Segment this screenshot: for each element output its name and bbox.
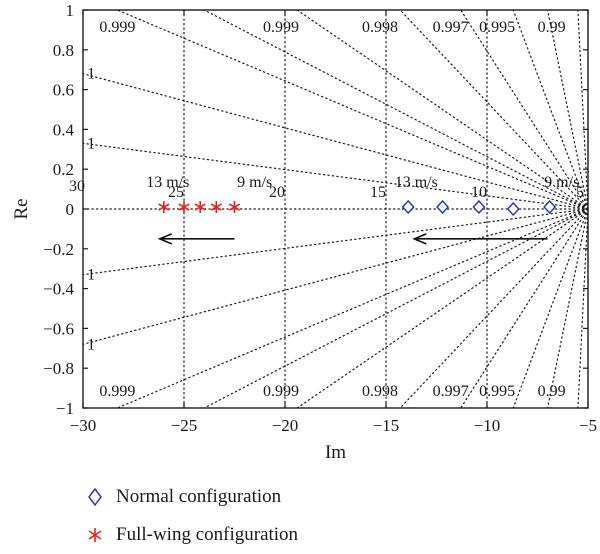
- asterisk-stroke: [228, 203, 241, 211]
- damping-label: 0.997: [433, 19, 469, 36]
- damping-label: 0.99: [538, 19, 566, 36]
- full-wing-config-point: [178, 201, 190, 214]
- grid-damping-line: [399, 208, 588, 408]
- text-layer: −30 −25 −20 −15 −10 −510.80.60.40.20−0.2−0.4−…: [11, 1, 597, 463]
- mark-layer: [157, 199, 557, 245]
- grid-damping-line: [460, 10, 588, 210]
- y-tick-label: 0.4: [53, 120, 75, 139]
- full-wing-config-point: [194, 201, 206, 214]
- normal-config-point: [472, 199, 486, 215]
- grid-damping-line: [116, 208, 588, 408]
- annotation-label: 13 m/s: [395, 174, 438, 191]
- grid-damping-line: [83, 73, 588, 210]
- y-tick-label: 0.8: [53, 41, 74, 60]
- damping-grid: [83, 10, 588, 408]
- asterisk-marker-icon: [80, 522, 110, 548]
- annotation-label: 9 m/s: [237, 174, 272, 191]
- y-tick-label: 0: [66, 200, 75, 219]
- grid-damping-line: [203, 10, 588, 210]
- grid-damping-line: [83, 208, 588, 345]
- legend-item-normal: Normal configuration: [80, 484, 281, 510]
- grid-damping-line: [83, 142, 588, 210]
- grid-damping-line: [460, 208, 588, 408]
- frequency-label: 5: [576, 184, 584, 201]
- legend: Normal configuration Full-wing configura…: [80, 484, 500, 552]
- full-wing-config-point: [158, 201, 170, 214]
- grid-layer: [82, 9, 589, 409]
- legend-label: Normal configuration: [116, 486, 282, 507]
- grid-damping-line: [546, 208, 588, 408]
- frequency-label: 30: [69, 178, 85, 195]
- grid-damping-line: [512, 208, 588, 408]
- frequency-label: 10: [471, 184, 487, 201]
- x-tick-label: −5: [579, 416, 597, 435]
- damping-label: 0.995: [479, 19, 515, 36]
- grid-damping-line: [577, 10, 588, 210]
- y-tick-label: −0.8: [43, 359, 74, 378]
- damping-label: 0.999: [263, 19, 299, 36]
- damping-label: 0.998: [362, 383, 398, 400]
- grid-damping-line: [203, 208, 588, 408]
- frequency-label: 20: [269, 184, 285, 201]
- damping-label: 1: [87, 135, 95, 152]
- diamond-marker-icon: [80, 484, 110, 510]
- damping-label: 0.995: [479, 383, 515, 400]
- damping-label: 0.997: [433, 383, 469, 400]
- asterisk-stroke: [210, 203, 222, 211]
- y-tick-label: −1: [56, 399, 74, 418]
- x-tick-label: −10: [474, 416, 501, 435]
- grid-damping-line: [399, 10, 588, 210]
- y-tick-label: 0.6: [53, 81, 74, 100]
- legend-item-full-wing: Full-wing configuration: [80, 522, 298, 548]
- damping-label: 0.999: [263, 383, 299, 400]
- y-tick-label: −0.6: [43, 319, 74, 338]
- asterisk-stroke: [194, 203, 206, 211]
- damping-label: 0.99: [538, 383, 566, 400]
- normal-config-point: [506, 201, 520, 217]
- x-axis-title: Im: [325, 442, 346, 463]
- x-tick-label: −30: [70, 416, 97, 435]
- damping-label: 0.998: [362, 19, 398, 36]
- grid-damping-line: [577, 208, 588, 408]
- frequency-label: 15: [370, 184, 386, 201]
- x-tick-label: −15: [373, 416, 400, 435]
- arrow-head: [157, 233, 173, 245]
- annotation-label: 13 m/s: [146, 174, 189, 191]
- y-tick-label: −0.2: [43, 240, 74, 259]
- full-wing-config-point: [210, 201, 222, 214]
- y-tick-label: 1: [66, 1, 75, 20]
- asterisk-stroke: [158, 203, 170, 211]
- normal-config-point: [436, 199, 450, 215]
- grid-damping-line: [116, 10, 588, 210]
- damping-label: 1: [87, 267, 95, 284]
- legend-label: Full-wing configuration: [116, 524, 299, 545]
- damping-label: 1: [87, 66, 95, 83]
- grid-damping-line: [296, 208, 588, 408]
- damping-label: 0.999: [99, 19, 135, 36]
- y-tick-label: 0.2: [53, 160, 74, 179]
- x-tick-label: −25: [171, 416, 198, 435]
- grid-damping-line: [83, 208, 588, 276]
- y-axis-title: Re: [11, 198, 32, 219]
- y-tick-label: −0.4: [43, 280, 74, 299]
- x-tick-label: −20: [272, 416, 299, 435]
- arrow-head: [412, 233, 427, 245]
- annotation-label: 9 m/s: [544, 174, 579, 191]
- frequency-label: 25: [168, 184, 184, 201]
- normal-config-point: [543, 199, 557, 215]
- damping-label: 0.999: [99, 383, 135, 400]
- grid-damping-line: [296, 10, 588, 210]
- damping-label: 1: [87, 336, 95, 353]
- normal-config-point: [401, 199, 415, 215]
- grid-damping-line: [512, 10, 588, 210]
- asterisk-stroke: [178, 203, 190, 211]
- full-wing-config-point: [228, 201, 241, 214]
